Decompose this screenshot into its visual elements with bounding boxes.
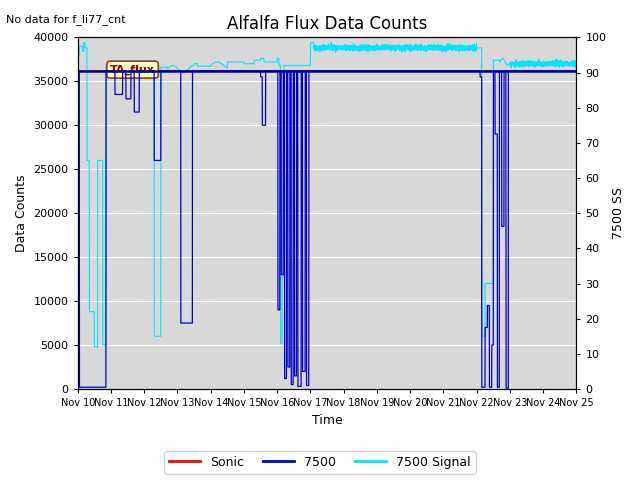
Title: Alfalfa Flux Data Counts: Alfalfa Flux Data Counts [227, 15, 428, 33]
Y-axis label: 7500 SS: 7500 SS [612, 187, 625, 239]
Text: TA_flux: TA_flux [110, 64, 155, 75]
Text: No data for f_li77_cnt: No data for f_li77_cnt [6, 14, 126, 25]
Legend: Sonic, 7500, 7500 Signal: Sonic, 7500, 7500 Signal [164, 451, 476, 474]
X-axis label: Time: Time [312, 414, 342, 427]
Y-axis label: Data Counts: Data Counts [15, 174, 28, 252]
